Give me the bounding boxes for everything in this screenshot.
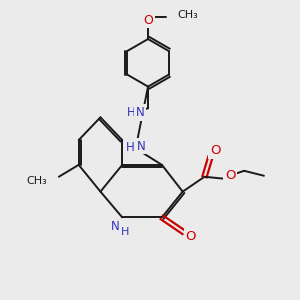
Text: N: N xyxy=(111,220,120,233)
Text: O: O xyxy=(210,145,220,158)
Text: O: O xyxy=(143,14,153,27)
Text: CH₃: CH₃ xyxy=(178,10,199,20)
Text: N: N xyxy=(136,106,145,119)
Text: O: O xyxy=(225,169,236,182)
Text: CH₃: CH₃ xyxy=(26,176,47,186)
Text: O: O xyxy=(185,230,196,243)
Text: H: H xyxy=(127,106,136,119)
Text: H: H xyxy=(121,227,129,237)
Text: N: N xyxy=(137,140,146,152)
Text: H: H xyxy=(126,140,135,154)
